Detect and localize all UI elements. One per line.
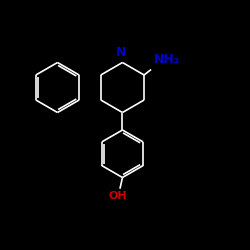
Text: N: N [116,46,126,60]
Text: NH₂: NH₂ [154,53,180,66]
Text: OH: OH [108,191,127,201]
